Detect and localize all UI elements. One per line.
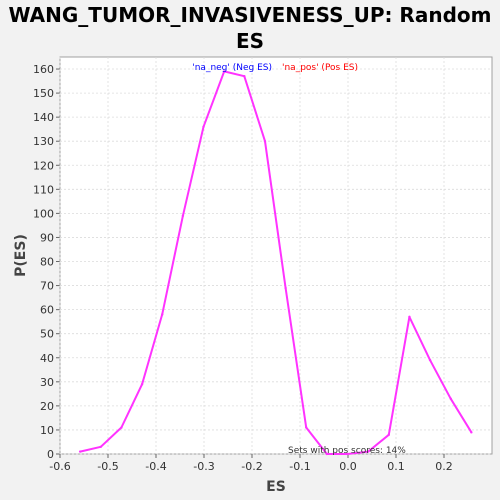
pos-scores-annotation: Sets with pos scores: 14% — [288, 446, 406, 456]
legend-entry-pos: 'na_pos' (Pos ES) — [282, 63, 358, 73]
data-point — [140, 383, 144, 386]
y-tick-label: 150 — [33, 87, 54, 100]
data-point — [305, 426, 308, 429]
y-tick-label: 60 — [40, 304, 54, 317]
data-point — [470, 431, 473, 434]
x-tick-label: -0.1 — [289, 460, 310, 473]
data-point — [202, 125, 205, 128]
data-point — [181, 214, 185, 217]
x-tick-label: -0.4 — [145, 460, 166, 473]
data-point — [263, 140, 267, 143]
y-tick-label: 0 — [47, 448, 54, 461]
data-point — [243, 75, 246, 78]
data-point — [366, 450, 370, 453]
data-point — [449, 397, 452, 400]
x-tick-label: 0.1 — [387, 460, 405, 473]
data-point — [387, 433, 390, 436]
x-axis-label: ES — [266, 479, 286, 495]
data-point — [120, 426, 123, 429]
legend-entry-neg: 'na_neg' (Neg ES) — [192, 63, 272, 73]
y-tick-label: 140 — [33, 111, 54, 124]
x-tick-label: 0.2 — [435, 460, 453, 473]
y-tick-label: 50 — [40, 328, 54, 341]
x-tick-label: 0.0 — [339, 460, 357, 473]
chart-title-line-1: WANG_TUMOR_INVASIVENESS_UP: Random ES — [8, 3, 492, 53]
y-tick-label: 130 — [33, 135, 54, 148]
x-tick-label: -0.2 — [241, 460, 262, 473]
y-tick-label: 20 — [40, 400, 54, 413]
y-tick-label: 80 — [40, 256, 54, 269]
data-point — [325, 452, 329, 456]
x-tick-label: -0.6 — [49, 460, 70, 473]
data-point — [284, 286, 287, 290]
data-point — [408, 315, 411, 319]
y-tick-label: 90 — [40, 231, 54, 244]
y-tick-label: 160 — [33, 63, 54, 76]
y-tick-label: 10 — [40, 424, 54, 437]
data-point — [346, 452, 349, 456]
y-tick-label: 110 — [33, 183, 54, 196]
data-point — [78, 450, 82, 453]
data-point — [222, 70, 226, 73]
plot-area — [59, 56, 493, 455]
y-tick-label: 70 — [40, 280, 54, 293]
y-axis-label: P(ES) — [13, 234, 29, 277]
data-point — [99, 445, 103, 448]
series-line — [79, 70, 473, 455]
data-point — [161, 313, 164, 316]
data-point — [428, 358, 432, 362]
y-tick-label: 120 — [33, 159, 54, 172]
x-tick-label: -0.3 — [193, 460, 214, 473]
y-tick-label: 30 — [40, 376, 54, 389]
x-tick-label: -0.5 — [97, 460, 118, 473]
y-tick-label: 40 — [40, 352, 54, 365]
y-tick-label: 100 — [33, 207, 54, 220]
